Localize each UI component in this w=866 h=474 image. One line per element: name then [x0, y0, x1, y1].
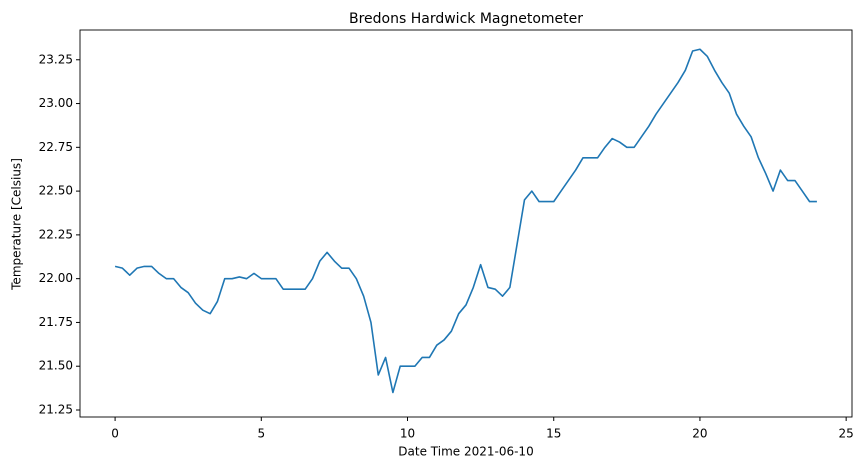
y-tick-label: 22.75	[39, 140, 73, 154]
x-tick-label: 0	[111, 427, 119, 441]
y-axis-label: Temperature [Celsius]	[10, 158, 24, 291]
data-line	[114, 48, 817, 394]
y-tick-label: 21.75	[39, 315, 73, 329]
y-tick-label: 23.25	[39, 52, 73, 66]
x-tick-label: 5	[257, 427, 265, 441]
x-tick-label: 10	[400, 427, 415, 441]
x-tick-label: 25	[839, 427, 854, 441]
x-tick-label: 20	[692, 427, 707, 441]
y-tick-label: 22.00	[39, 271, 73, 285]
y-tick-label: 22.50	[39, 184, 73, 198]
chart-title: Bredons Hardwick Magnetometer	[349, 11, 583, 27]
axes-frame	[79, 29, 853, 418]
x-axis-label: Date Time 2021-06-10	[398, 445, 533, 459]
y-tick-label: 23.00	[39, 96, 73, 110]
y-tick-label: 22.25	[39, 227, 73, 241]
x-tick-label: 15	[546, 427, 561, 441]
y-tick-label: 21.50	[39, 359, 73, 373]
y-tick-label: 21.25	[39, 402, 73, 416]
